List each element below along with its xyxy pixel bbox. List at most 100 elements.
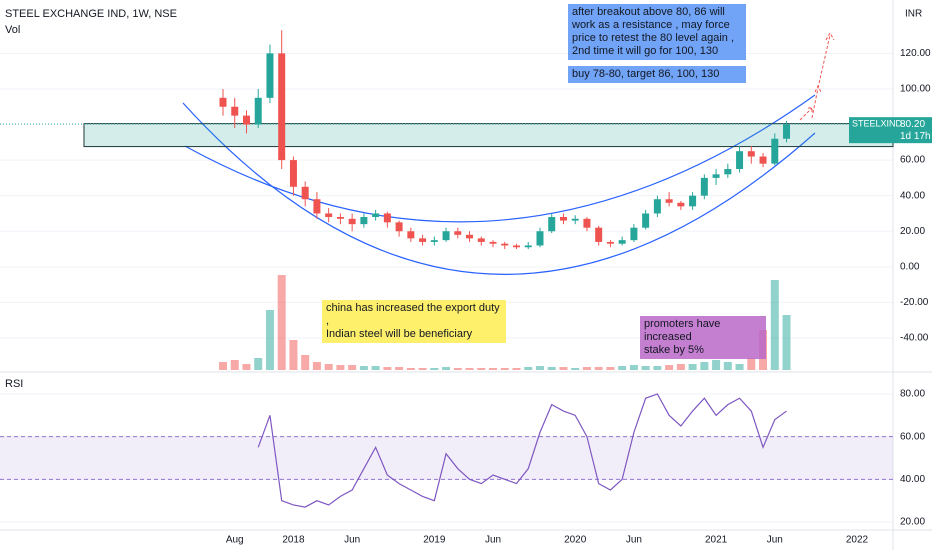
volume-bar: [559, 367, 568, 370]
cup-curve: [182, 102, 816, 275]
rsi-tick-label: 20.00: [900, 517, 925, 528]
candle-body: [477, 238, 485, 242]
x-tick-label: 2020: [564, 535, 587, 546]
candle-body: [407, 231, 415, 239]
candle-body: [336, 217, 344, 219]
annotation: buy 78-80, target 86, 100, 130: [568, 66, 746, 83]
candle-body: [653, 199, 661, 214]
volume-bar: [712, 360, 721, 370]
candle-body: [700, 177, 708, 196]
rsi-label: RSI: [5, 378, 23, 390]
candle-body: [383, 213, 391, 223]
volume-bar: [547, 367, 556, 370]
volume-bar: [254, 358, 263, 370]
volume-bar: [312, 362, 321, 370]
annotation: promoters have increased stake by 5%: [640, 316, 766, 359]
y-tick-label: 120.00: [900, 48, 931, 59]
volume-bar: [571, 368, 580, 370]
x-tick-label: 2018: [282, 535, 305, 546]
volume-bar: [676, 364, 685, 370]
candle-body: [442, 231, 450, 241]
candle-body: [524, 245, 532, 248]
currency: INR: [905, 9, 922, 20]
candle-body: [536, 231, 544, 246]
volume-bar: [535, 366, 544, 370]
candle-body: [548, 217, 556, 232]
candle-body: [313, 199, 321, 214]
candle-body: [266, 53, 274, 98]
volume-bar: [359, 366, 368, 370]
candle-body: [759, 156, 767, 164]
candle-body: [454, 231, 462, 235]
target-arrow: [817, 31, 835, 89]
candle-body: [642, 213, 650, 228]
candle-body: [677, 202, 685, 207]
candle-body: [736, 151, 744, 169]
candle-body: [219, 97, 227, 107]
annotation-line: work as a resistance , may force: [572, 19, 730, 31]
volume-bar: [442, 367, 451, 370]
volume-bar: [582, 367, 591, 370]
candle-body: [419, 238, 427, 242]
cup-curve: [184, 94, 816, 223]
x-tick-label: Aug: [226, 535, 244, 546]
annotation: china has increased the export duty , Ind…: [322, 300, 506, 343]
rsi-tick-label: 80.00: [900, 389, 925, 400]
x-tick-label: Jun: [344, 535, 360, 546]
candle-body: [571, 218, 579, 221]
candle-body: [712, 174, 720, 178]
rsi-tick-label: 40.00: [900, 474, 925, 485]
y-tick-label: 40.00: [900, 190, 925, 201]
target-arrow: [799, 107, 813, 121]
candle-body: [301, 186, 309, 200]
volume-bar: [324, 364, 333, 370]
candle-body: [231, 106, 239, 116]
volume-bar: [348, 365, 357, 370]
candle-body: [689, 195, 697, 207]
volume-bar: [371, 366, 380, 370]
annotation-line: promoters have increased: [644, 318, 721, 343]
volume-bar: [219, 362, 227, 370]
volume-bar: [512, 368, 521, 370]
candle-body: [430, 240, 438, 242]
volume-label: Vol: [5, 24, 20, 36]
volume-bar: [594, 367, 603, 370]
candle-body: [559, 217, 567, 221]
candle-body: [372, 213, 380, 218]
volume-bar: [618, 366, 627, 370]
candle-body: [595, 227, 603, 242]
volume-bar: [735, 364, 744, 370]
volume-bar: [524, 367, 533, 370]
annotation-line: stake by 5%: [644, 344, 704, 356]
candle-body: [325, 213, 333, 218]
volume-bar: [665, 365, 674, 370]
annotation-line: 2nd time it will go for 100, 130: [572, 45, 719, 57]
x-tick-label: Jun: [485, 535, 501, 546]
last-price-box: [849, 117, 932, 144]
volume-bar: [395, 367, 404, 370]
candle-body: [783, 124, 791, 139]
y-tick-label: 60.00: [900, 155, 925, 166]
last-price-value: 80.20: [900, 119, 925, 130]
candle-body: [513, 245, 520, 248]
volume-bar: [688, 364, 697, 370]
volume-bar: [465, 368, 474, 370]
x-tick-label: 2021: [705, 535, 728, 546]
rsi-tick-label: 60.00: [900, 431, 925, 442]
volume-bar: [418, 368, 427, 370]
candle-body: [724, 168, 732, 175]
annotation-line: after breakout above 80, 86 will: [572, 6, 725, 18]
candle-body: [289, 160, 297, 187]
y-tick-label: 20.00: [900, 226, 925, 237]
volume-bar: [500, 368, 509, 370]
volume-bar: [653, 366, 662, 370]
candle-body: [583, 218, 591, 228]
volume-bar: [230, 360, 239, 370]
volume-bar: [383, 367, 392, 370]
annotation-line: buy 78-80, target 86, 100, 130: [572, 68, 720, 80]
volume-bar: [301, 355, 310, 370]
candle-body: [242, 115, 250, 125]
volume-bar: [700, 362, 709, 370]
volume-bar: [782, 315, 791, 370]
volume-bar: [430, 368, 439, 370]
